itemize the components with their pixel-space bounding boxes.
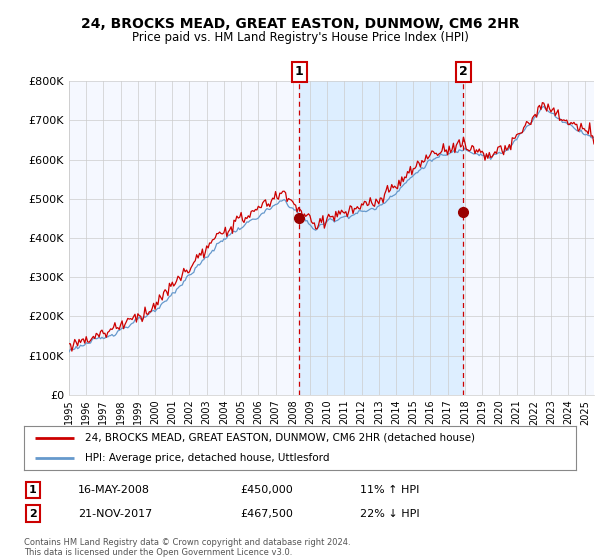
Text: £467,500: £467,500: [240, 508, 293, 519]
Text: £450,000: £450,000: [240, 485, 293, 495]
Text: Contains HM Land Registry data © Crown copyright and database right 2024.
This d: Contains HM Land Registry data © Crown c…: [24, 538, 350, 557]
Text: 1: 1: [29, 485, 37, 495]
Text: 21-NOV-2017: 21-NOV-2017: [78, 508, 152, 519]
Text: 2: 2: [458, 66, 467, 78]
Text: 11% ↑ HPI: 11% ↑ HPI: [360, 485, 419, 495]
Bar: [299, 81, 463, 395]
Text: 1: 1: [295, 66, 304, 78]
Text: 24, BROCKS MEAD, GREAT EASTON, DUNMOW, CM6 2HR: 24, BROCKS MEAD, GREAT EASTON, DUNMOW, C…: [81, 17, 519, 31]
Text: 16-MAY-2008: 16-MAY-2008: [78, 485, 150, 495]
Text: HPI: Average price, detached house, Uttlesford: HPI: Average price, detached house, Uttl…: [85, 453, 329, 463]
Text: Price paid vs. HM Land Registry's House Price Index (HPI): Price paid vs. HM Land Registry's House …: [131, 31, 469, 44]
Text: 24, BROCKS MEAD, GREAT EASTON, DUNMOW, CM6 2HR (detached house): 24, BROCKS MEAD, GREAT EASTON, DUNMOW, C…: [85, 433, 475, 443]
Text: 22% ↓ HPI: 22% ↓ HPI: [360, 508, 419, 519]
Text: 2: 2: [29, 508, 37, 519]
